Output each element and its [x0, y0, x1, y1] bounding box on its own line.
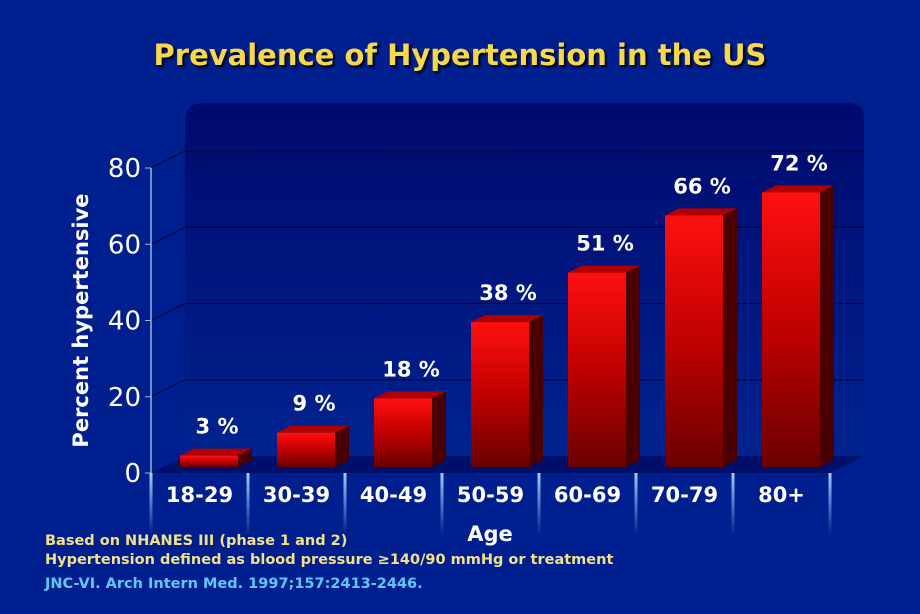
x-tick-label: 80+	[758, 483, 805, 507]
data-label: 18 %	[382, 357, 440, 381]
bar	[277, 432, 335, 467]
category-separator	[149, 473, 153, 535]
bar-side	[238, 448, 252, 467]
chart-title: Prevalence of Hypertension in the US	[153, 38, 767, 72]
category-separator	[343, 473, 347, 535]
bar-top	[568, 265, 640, 273]
bar	[374, 398, 432, 467]
gridline-diagonal	[150, 302, 186, 322]
y-axis-label: Percent hypertensive	[69, 193, 93, 447]
bar	[665, 215, 723, 467]
bar-side	[723, 208, 737, 467]
bar-side	[626, 265, 640, 467]
data-label: 38 %	[479, 281, 537, 305]
bar-side	[335, 425, 349, 467]
y-tick-label: 60	[108, 230, 141, 260]
category-separator	[537, 473, 541, 535]
gridline-diagonal	[150, 379, 186, 398]
x-tick-label: 40-49	[360, 483, 427, 507]
x-tick-label: 30-39	[263, 483, 330, 507]
category-separator	[246, 473, 250, 535]
data-label: 9 %	[293, 392, 336, 416]
x-tick-label: 18-29	[166, 483, 233, 507]
bar-side	[529, 315, 543, 467]
data-label: 51 %	[576, 232, 634, 256]
x-tick-label: 50-59	[457, 483, 524, 507]
bar-side	[820, 185, 834, 467]
bar-side	[432, 391, 446, 467]
citation: JNC-VI. Arch Intern Med. 1997;157:2413-2…	[45, 576, 423, 592]
bar	[762, 192, 820, 467]
data-label: 72 %	[770, 152, 828, 176]
y-tick-label: 40	[108, 307, 141, 337]
gridline-diagonal	[150, 150, 186, 169]
x-tick-label: 70-79	[651, 483, 718, 507]
data-label: 66 %	[673, 174, 731, 198]
footnote-2: Hypertension defined as blood pressure ≥…	[45, 552, 614, 568]
bar-top	[277, 425, 349, 433]
category-separator	[828, 473, 832, 535]
y-tick-label: 20	[108, 383, 141, 413]
y-tick-label: 80	[108, 154, 141, 184]
bar-top	[762, 185, 834, 193]
x-axis-label: Age	[467, 522, 513, 546]
x-tick-label: 60-69	[554, 483, 621, 507]
gridline-diagonal	[150, 226, 186, 245]
data-label: 3 %	[196, 415, 239, 439]
footnote-1: Based on NHANES III (phase 1 and 2)	[45, 533, 348, 549]
bar-top	[471, 315, 543, 323]
category-separator	[634, 473, 638, 535]
y-tick-label: 0	[124, 459, 141, 489]
bar-top	[374, 391, 446, 399]
bar	[180, 455, 238, 467]
bar-top	[665, 208, 737, 216]
bar	[471, 322, 529, 467]
bar-top	[180, 448, 252, 456]
category-separator	[731, 473, 735, 535]
bar	[568, 272, 626, 467]
category-separator	[440, 473, 444, 535]
